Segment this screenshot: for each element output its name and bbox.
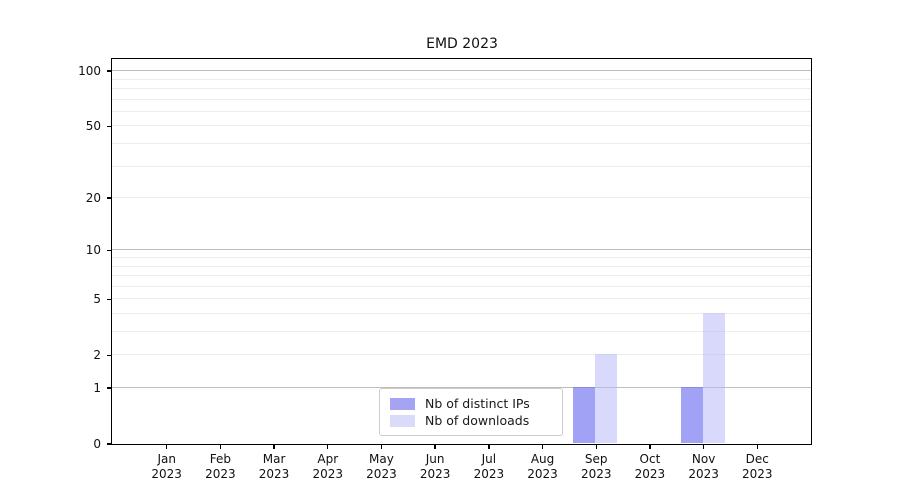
x-tick-label: Dec 2023 bbox=[727, 452, 787, 482]
y-tick-label: 1 bbox=[93, 381, 101, 395]
y-tick bbox=[107, 197, 112, 199]
x-tick-month: Jul bbox=[481, 452, 497, 466]
legend: Nb of distinct IPs Nb of downloads bbox=[379, 388, 563, 436]
y-tick-label: 20 bbox=[85, 191, 101, 206]
x-tick bbox=[380, 445, 383, 449]
x-tick-label: Apr 2023 bbox=[298, 452, 358, 482]
gridline-minor bbox=[112, 78, 811, 80]
bar-distinct-ips bbox=[573, 387, 596, 443]
x-tick bbox=[488, 445, 490, 449]
x-tick-month: Dec bbox=[745, 452, 769, 466]
y-tick bbox=[107, 443, 112, 445]
chart-title: EMD 2023 bbox=[426, 36, 498, 52]
x-tick-month: Jan bbox=[157, 452, 176, 466]
x-tick-year: 2023 bbox=[312, 467, 344, 481]
y-tick-label: 100 bbox=[78, 64, 101, 79]
bar-distinct-ips bbox=[680, 387, 703, 443]
y-tick bbox=[107, 298, 112, 300]
y-tick bbox=[107, 354, 112, 356]
y-tick-label: 2 bbox=[93, 348, 101, 363]
x-tick-label: May 2023 bbox=[351, 452, 411, 482]
x-tick-month: Mar bbox=[262, 452, 286, 466]
x-tick-year: 2023 bbox=[258, 467, 290, 481]
x-tick-year: 2023 bbox=[419, 467, 451, 481]
x-tick-month: Nov bbox=[691, 452, 716, 466]
gridline-major bbox=[112, 387, 811, 388]
x-tick-label: Sep 2023 bbox=[566, 452, 626, 482]
x-tick-year: 2023 bbox=[634, 467, 666, 481]
gridline-minor bbox=[112, 88, 811, 89]
x-tick bbox=[219, 445, 222, 449]
y-tick bbox=[107, 249, 112, 251]
x-tick bbox=[165, 445, 168, 449]
y-tick-label: 5 bbox=[93, 292, 101, 307]
legend-label: Nb of downloads bbox=[425, 413, 530, 428]
x-tick-month: Oct bbox=[639, 452, 661, 466]
gridline-major bbox=[112, 70, 811, 72]
bar-downloads bbox=[595, 354, 618, 443]
x-tick-label: Mar 2023 bbox=[244, 452, 304, 482]
x-tick-label: Jun 2023 bbox=[405, 452, 465, 482]
x-tick-year: 2023 bbox=[473, 467, 505, 481]
x-tick-month: Jun bbox=[425, 452, 445, 466]
x-tick-label: Nov 2023 bbox=[674, 452, 734, 482]
x-tick-year: 2023 bbox=[366, 467, 397, 481]
legend-swatch-icon bbox=[390, 414, 415, 427]
x-tick bbox=[434, 445, 436, 449]
gridline-minor bbox=[112, 331, 811, 332]
y-tick-label: 50 bbox=[85, 119, 101, 134]
gridline-minor bbox=[112, 275, 811, 277]
x-tick-label: Aug 2023 bbox=[513, 452, 573, 482]
x-tick-label: Jul 2023 bbox=[459, 452, 519, 482]
gridline-minor bbox=[112, 354, 811, 356]
x-tick-year: 2023 bbox=[151, 467, 182, 481]
x-tick-label: Jan 2023 bbox=[137, 452, 197, 482]
legend-entry: Nb of downloads bbox=[390, 413, 552, 428]
gridline-minor bbox=[112, 285, 811, 287]
x-tick bbox=[327, 445, 329, 449]
x-tick bbox=[756, 445, 758, 449]
gridline-minor bbox=[112, 143, 811, 144]
x-tick-year: 2023 bbox=[688, 467, 719, 481]
x-tick-year: 2023 bbox=[205, 467, 236, 481]
x-tick bbox=[649, 445, 651, 449]
x-tick-year: 2023 bbox=[527, 467, 558, 481]
y-tick-label: 0 bbox=[93, 437, 101, 451]
legend-label: Nb of distinct IPs bbox=[425, 396, 530, 411]
x-tick-label: Oct 2023 bbox=[620, 452, 680, 482]
legend-swatch-icon bbox=[390, 397, 415, 410]
y-tick bbox=[107, 125, 112, 128]
gridline-minor bbox=[112, 298, 811, 300]
x-tick-label: Feb 2023 bbox=[190, 452, 250, 482]
x-tick bbox=[702, 445, 705, 449]
y-tick bbox=[107, 387, 112, 389]
gridline-minor bbox=[112, 110, 811, 112]
y-tick bbox=[107, 70, 112, 72]
gridline-minor bbox=[112, 312, 811, 314]
gridline-minor bbox=[112, 98, 811, 100]
gridline-major bbox=[112, 249, 811, 251]
x-tick bbox=[541, 445, 544, 449]
x-tick-month: May bbox=[369, 452, 394, 466]
y-tick-label: 10 bbox=[85, 243, 101, 258]
gridline-minor bbox=[112, 256, 811, 258]
x-tick-year: 2023 bbox=[742, 467, 773, 481]
plot-area bbox=[111, 58, 812, 445]
gridline-minor bbox=[112, 197, 811, 199]
gridline-minor bbox=[112, 165, 811, 167]
x-tick-month: Apr bbox=[317, 452, 339, 466]
bar-downloads bbox=[702, 312, 725, 443]
gridline-minor bbox=[112, 265, 811, 267]
x-tick-month: Aug bbox=[530, 452, 555, 466]
x-tick bbox=[595, 445, 597, 449]
gridline-minor bbox=[112, 125, 811, 127]
x-tick-month: Feb bbox=[209, 452, 231, 466]
x-tick bbox=[273, 445, 275, 449]
legend-entry: Nb of distinct IPs bbox=[390, 396, 552, 411]
x-tick-year: 2023 bbox=[580, 467, 612, 481]
x-tick-month: Sep bbox=[584, 452, 608, 466]
